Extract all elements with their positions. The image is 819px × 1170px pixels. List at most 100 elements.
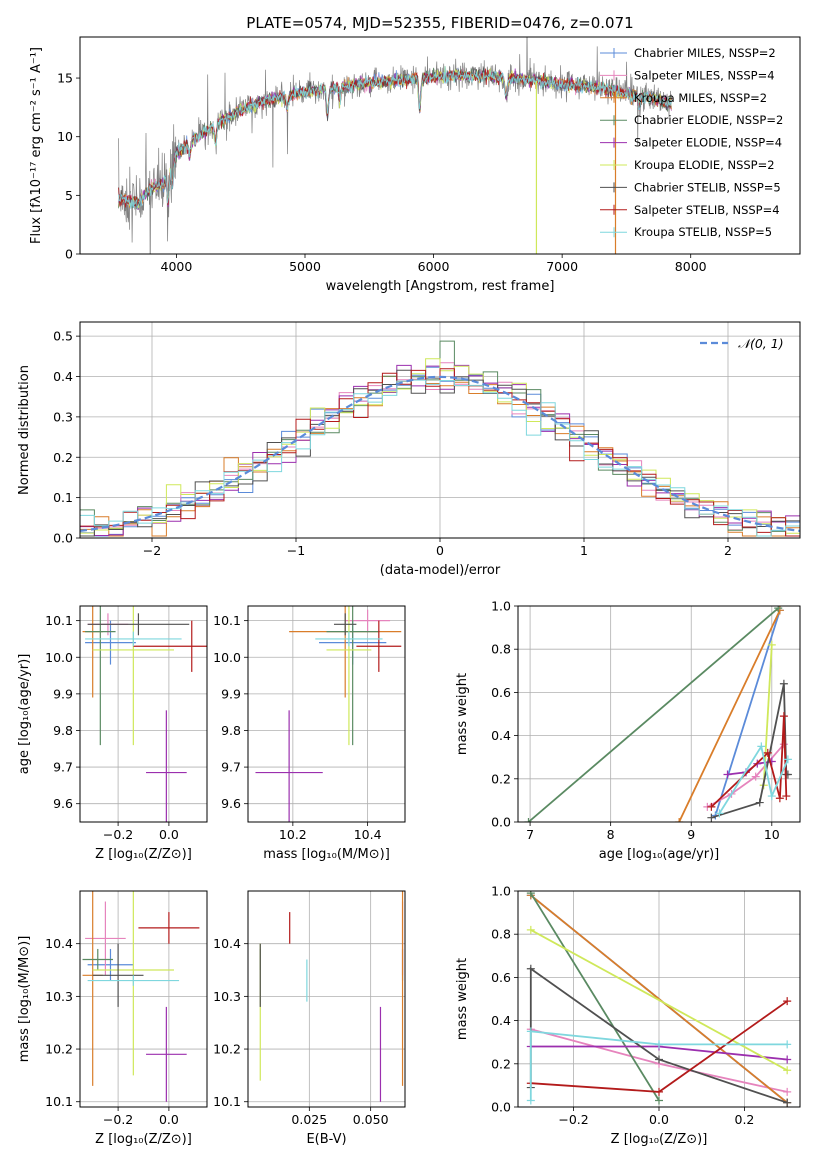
y-tick-label: 15	[57, 71, 73, 86]
y-tick-label: 0.2	[491, 1056, 511, 1071]
x-tick-label: 1	[580, 543, 588, 558]
x-tick-label: 0.2	[735, 1112, 755, 1127]
weight-point	[782, 792, 791, 801]
weight-point	[767, 792, 776, 801]
y-tick-label: 0.4	[491, 1013, 511, 1028]
errorbars	[259, 891, 404, 1102]
x-tick-label: 10.4	[354, 827, 382, 842]
weight-point	[655, 1096, 663, 1105]
legend-label: Kroupa MILES, NSSP=2	[634, 91, 767, 105]
weight-point	[757, 742, 766, 751]
x-tick-label: −1	[287, 543, 305, 558]
x-axis-label: Z [log₁₀(Z/Z⊙)]	[95, 1132, 192, 1147]
legend-label: Kroupa ELODIE, NSSP=2	[634, 158, 775, 172]
legend-label: Salpeter MILES, NSSP=4	[634, 68, 775, 82]
y-tick-label: 9.9	[53, 686, 73, 701]
weight-point	[783, 997, 792, 1006]
histogram-step	[80, 362, 800, 537]
x-tick-label: −0.2	[558, 1112, 588, 1127]
weight-line	[530, 929, 788, 1072]
x-axis-label: Z [log₁₀(Z/Z⊙)]	[611, 1132, 708, 1147]
weight-point	[779, 679, 788, 688]
x-tick-label: 0.025	[291, 1112, 327, 1127]
panel-age-vs-Z: −0.2 0.0 9.6 9.7 9.8 9.9 10.0 10.1 Z [log₁₀(Z/Z⊙…	[17, 605, 208, 862]
errorbars	[255, 606, 402, 822]
panel-mass-vs-EBV: 0.025 0.050 10.1 10.2 10.3 10.4 E(B-V)	[213, 890, 406, 1147]
y-tick-label: 0.8	[491, 642, 511, 657]
y-tick-label: 10	[57, 129, 73, 144]
y-tick-label: 10.0	[213, 650, 241, 665]
x-tick-label: 5000	[289, 259, 321, 274]
x-tick-label: 0.050	[353, 1112, 389, 1127]
x-tick-label: 0	[436, 543, 444, 558]
panel-residuals: −2 −1 0 1 2 0.0 0.1 0.2 0.3 0.4 0.5 (data-model)/er…	[17, 321, 801, 578]
y-tick-label: 9.8	[221, 723, 241, 738]
x-tick-label: 0.0	[649, 1112, 669, 1127]
axes-frame	[247, 890, 406, 1108]
panel-weight-vs-age: 7 8 9 10 0.0 0.2 0.4 0.6 0.8 1.0 age [log₁₀(age/yr…	[455, 599, 801, 862]
spectrum-lines	[118, 37, 672, 254]
x-tick-label: 6000	[418, 259, 450, 274]
weight-point	[783, 755, 792, 764]
x-tick-label: 2	[724, 543, 732, 558]
weight-line	[718, 744, 789, 814]
weight-point	[779, 712, 788, 721]
y-tick-label: 0.6	[491, 685, 511, 700]
axes-frame	[517, 605, 801, 823]
weight-point	[723, 770, 732, 779]
y-tick-label: 0.3	[53, 409, 73, 424]
panel-mass-vs-Z: −0.2 0.0 10.1 10.2 10.3 10.4 Z [log₁₀(Z/Z⊙)] ma…	[17, 890, 208, 1147]
x-tick-label: 7	[526, 827, 534, 842]
legend-label: Chabrier MILES, NSSP=2	[634, 46, 776, 60]
x-tick-label: −0.2	[103, 827, 133, 842]
y-tick-label: 9.9	[221, 686, 241, 701]
y-tick-label: 9.6	[53, 796, 73, 811]
weight-point	[675, 818, 684, 822]
x-tick-label: −2	[143, 543, 161, 558]
y-tick-label: 9.7	[53, 760, 73, 775]
y-tick-label: 10.2	[45, 1042, 73, 1057]
x-tick-label: 8	[607, 827, 615, 842]
x-tick-label: −0.2	[103, 1112, 133, 1127]
x-tick-label: 0.0	[159, 1112, 179, 1127]
x-axis-label: (data-model)/error	[380, 563, 501, 578]
model-spectrum-line	[118, 66, 672, 209]
x-axis-label: mass [log₁₀(M/M⊙)]	[263, 847, 390, 862]
y-tick-label: 9.6	[221, 796, 241, 811]
y-axis-label: mass weight	[455, 673, 470, 755]
weight-point	[526, 964, 535, 973]
weight-point	[715, 809, 724, 818]
weight-point	[751, 772, 760, 781]
x-tick-label: 9	[687, 827, 695, 842]
histogram-step	[80, 379, 800, 537]
weight-point	[707, 813, 716, 822]
y-tick-label: 0.0	[491, 815, 511, 830]
axes-frame	[79, 605, 208, 823]
errorbars	[82, 606, 207, 822]
legend-label: 𝒩(0, 1)	[738, 336, 784, 351]
y-tick-label: 0.0	[53, 531, 73, 546]
y-tick-label: 0.4	[53, 369, 73, 384]
y-axis-label: mass [log₁₀(M/M⊙)]	[17, 936, 32, 1063]
weight-point	[524, 818, 533, 822]
y-tick-label: 10.4	[45, 936, 73, 951]
panel-spectrum: 4000 5000 6000 7000 8000 0 5 10 15 wavelength [An…	[29, 36, 801, 294]
weight-line	[678, 609, 781, 822]
y-tick-label: 0	[65, 247, 73, 262]
model-spectrum-line	[118, 68, 672, 211]
y-tick-label: 0.8	[491, 927, 511, 942]
weight-line	[530, 894, 788, 1104]
y-tick-label: 1.0	[491, 599, 511, 614]
axes-frame	[79, 890, 208, 1108]
weight-point	[783, 1087, 792, 1096]
legend: 𝒩(0, 1)	[700, 336, 784, 351]
y-tick-label: 0.4	[491, 728, 511, 743]
y-tick-label: 0.2	[53, 450, 73, 465]
x-tick-label: 7000	[546, 259, 578, 274]
y-axis-label: mass weight	[455, 958, 470, 1040]
legend-label: Kroupa STELIB, NSSP=5	[634, 225, 772, 239]
y-axis-label: age [log₁₀(age/yr)]	[17, 654, 32, 775]
x-tick-label: 0.0	[159, 827, 179, 842]
y-tick-label: 10.2	[213, 1042, 241, 1057]
weight-point	[526, 1096, 535, 1105]
